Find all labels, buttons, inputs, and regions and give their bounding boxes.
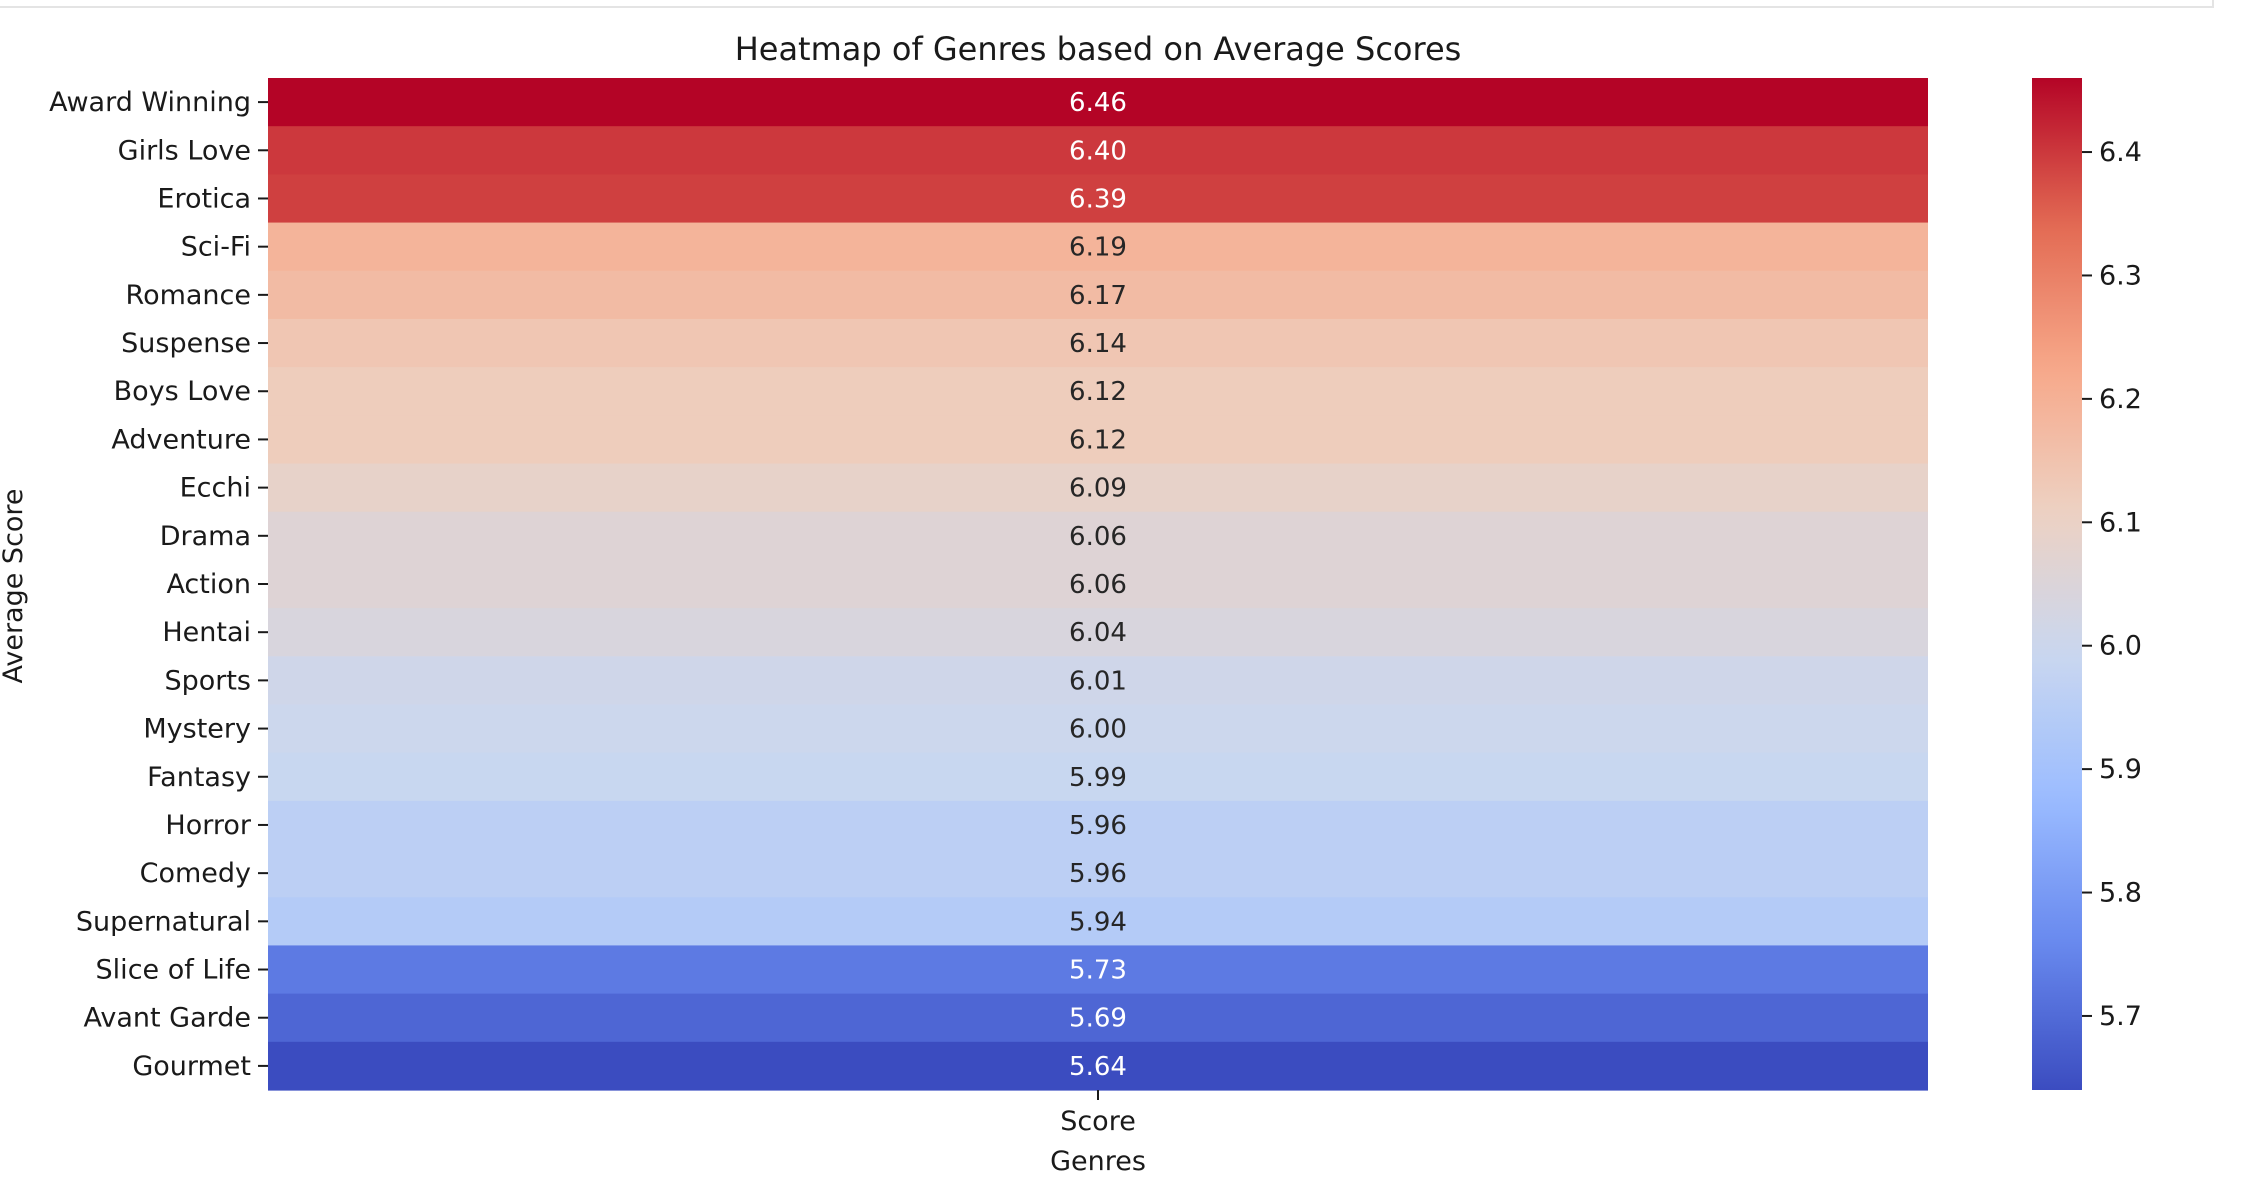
cell-value-label: 5.94 xyxy=(1069,907,1127,937)
colorbar-tick-label: 6.4 xyxy=(2099,137,2142,168)
y-tick-label: Ecchi xyxy=(180,473,251,504)
y-tick-label: Avant Garde xyxy=(83,1003,251,1034)
cell-value-label: 6.04 xyxy=(1069,618,1127,648)
y-tick-label: Slice of Life xyxy=(96,955,251,986)
heatmap-cell xyxy=(268,800,1928,850)
cell-value-label: 6.12 xyxy=(1069,425,1127,455)
heatmap-cell xyxy=(268,656,1928,706)
cell-value-label: 6.19 xyxy=(1069,233,1127,263)
cell-value-label: 6.06 xyxy=(1069,570,1127,600)
cell-value-label: 6.39 xyxy=(1069,184,1127,214)
colorbar-tick-label: 6.3 xyxy=(2099,260,2142,291)
y-tick-label: Romance xyxy=(126,280,251,311)
colorbar-tick-label: 6.2 xyxy=(2099,384,2142,415)
cell-value-label: 6.12 xyxy=(1069,377,1127,407)
y-tick-label: Erotica xyxy=(157,183,251,214)
y-tick-label: Adventure xyxy=(111,424,251,455)
cell-value-label: 5.73 xyxy=(1069,956,1127,986)
y-tick-label: Supernatural xyxy=(76,906,251,937)
cell-value-label: 6.06 xyxy=(1069,522,1127,552)
cell-value-label: 5.64 xyxy=(1069,1052,1127,1082)
cell-value-label: 6.40 xyxy=(1069,136,1127,166)
chart-title: Heatmap of Genres based on Average Score… xyxy=(735,30,1462,68)
heatmap-cell xyxy=(268,1041,1928,1091)
cell-value-label: 5.96 xyxy=(1069,811,1127,841)
notebook-output-border xyxy=(0,0,2214,8)
x-axis-label: Genres xyxy=(1050,1146,1146,1177)
colorbar-tick-label: 5.8 xyxy=(2099,878,2142,909)
cell-value-label: 5.99 xyxy=(1069,763,1127,793)
cell-value-label: 6.00 xyxy=(1069,715,1127,745)
heatmap-cell xyxy=(268,897,1928,947)
heatmap-cell xyxy=(268,222,1928,272)
y-tick-label: Boys Love xyxy=(114,376,251,407)
colorbar-tick-label: 6.1 xyxy=(2099,507,2142,538)
y-tick-label: Gourmet xyxy=(132,1051,251,1082)
y-tick-label: Girls Love xyxy=(118,135,251,166)
y-tick-label: Sci-Fi xyxy=(181,232,251,263)
y-tick-label: Drama xyxy=(160,521,251,552)
y-tick-label: Sports xyxy=(164,665,251,696)
y-tick-label: Award Winning xyxy=(49,87,251,118)
cell-value-label: 6.14 xyxy=(1069,329,1127,359)
heatmap-cell xyxy=(268,463,1928,513)
y-tick-label: Horror xyxy=(165,810,251,841)
colorbar-ticks: 5.7 5.8 5.9 6.0 6.1 6.2 6.3 6.4 xyxy=(2082,137,2142,1032)
cell-value-label: 5.96 xyxy=(1069,859,1127,889)
heatmap-cell xyxy=(268,415,1928,465)
heatmap-cell xyxy=(268,318,1928,368)
heatmap-cell xyxy=(268,559,1928,609)
heatmap-cell xyxy=(268,174,1928,224)
cell-value-label: 6.09 xyxy=(1069,474,1127,504)
heatmap-cell xyxy=(268,126,1928,175)
y-tick-label: Action xyxy=(166,569,251,600)
heatmap-cell xyxy=(268,367,1928,416)
y-tick-label: Fantasy xyxy=(147,762,251,793)
colorbar xyxy=(2032,78,2082,1090)
x-tick-label: Score xyxy=(1060,1106,1136,1137)
y-tick-label: Comedy xyxy=(140,858,251,889)
colorbar-tick-label: 5.9 xyxy=(2099,754,2142,785)
colorbar-tick-label: 6.0 xyxy=(2099,631,2142,662)
y-tick-label: Suspense xyxy=(121,328,251,359)
y-tick-labels: Award Winning Girls Love Erotica Sci-Fi Roma… xyxy=(49,87,268,1082)
cell-value-label: 6.46 xyxy=(1069,88,1127,118)
heatmap-cell xyxy=(268,511,1928,561)
heatmap-cell xyxy=(268,270,1928,320)
heatmap-cell xyxy=(268,752,1928,802)
cell-value-label: 6.01 xyxy=(1069,666,1127,696)
heatmap-cell xyxy=(268,78,1928,127)
y-tick-label: Mystery xyxy=(143,714,251,745)
heatmap-cell xyxy=(268,945,1928,995)
x-tick-labels: Score xyxy=(1060,1090,1136,1137)
y-tick-label: Hentai xyxy=(162,617,251,648)
heatmap-cell xyxy=(268,608,1928,657)
y-axis-label: Average Score xyxy=(0,488,29,683)
cell-value-label: 5.69 xyxy=(1069,1004,1127,1034)
heatmap-cells: 6.46 6.40 6.39 6.19 6.17 6.14 6.12 6.12 6.09 6.06… xyxy=(268,78,1928,1091)
heatmap-cell xyxy=(268,993,1928,1043)
heatmap-cell xyxy=(268,849,1928,898)
heatmap-cell xyxy=(268,704,1928,754)
cell-value-label: 6.17 xyxy=(1069,281,1127,311)
colorbar-tick-label: 5.7 xyxy=(2099,1001,2142,1032)
